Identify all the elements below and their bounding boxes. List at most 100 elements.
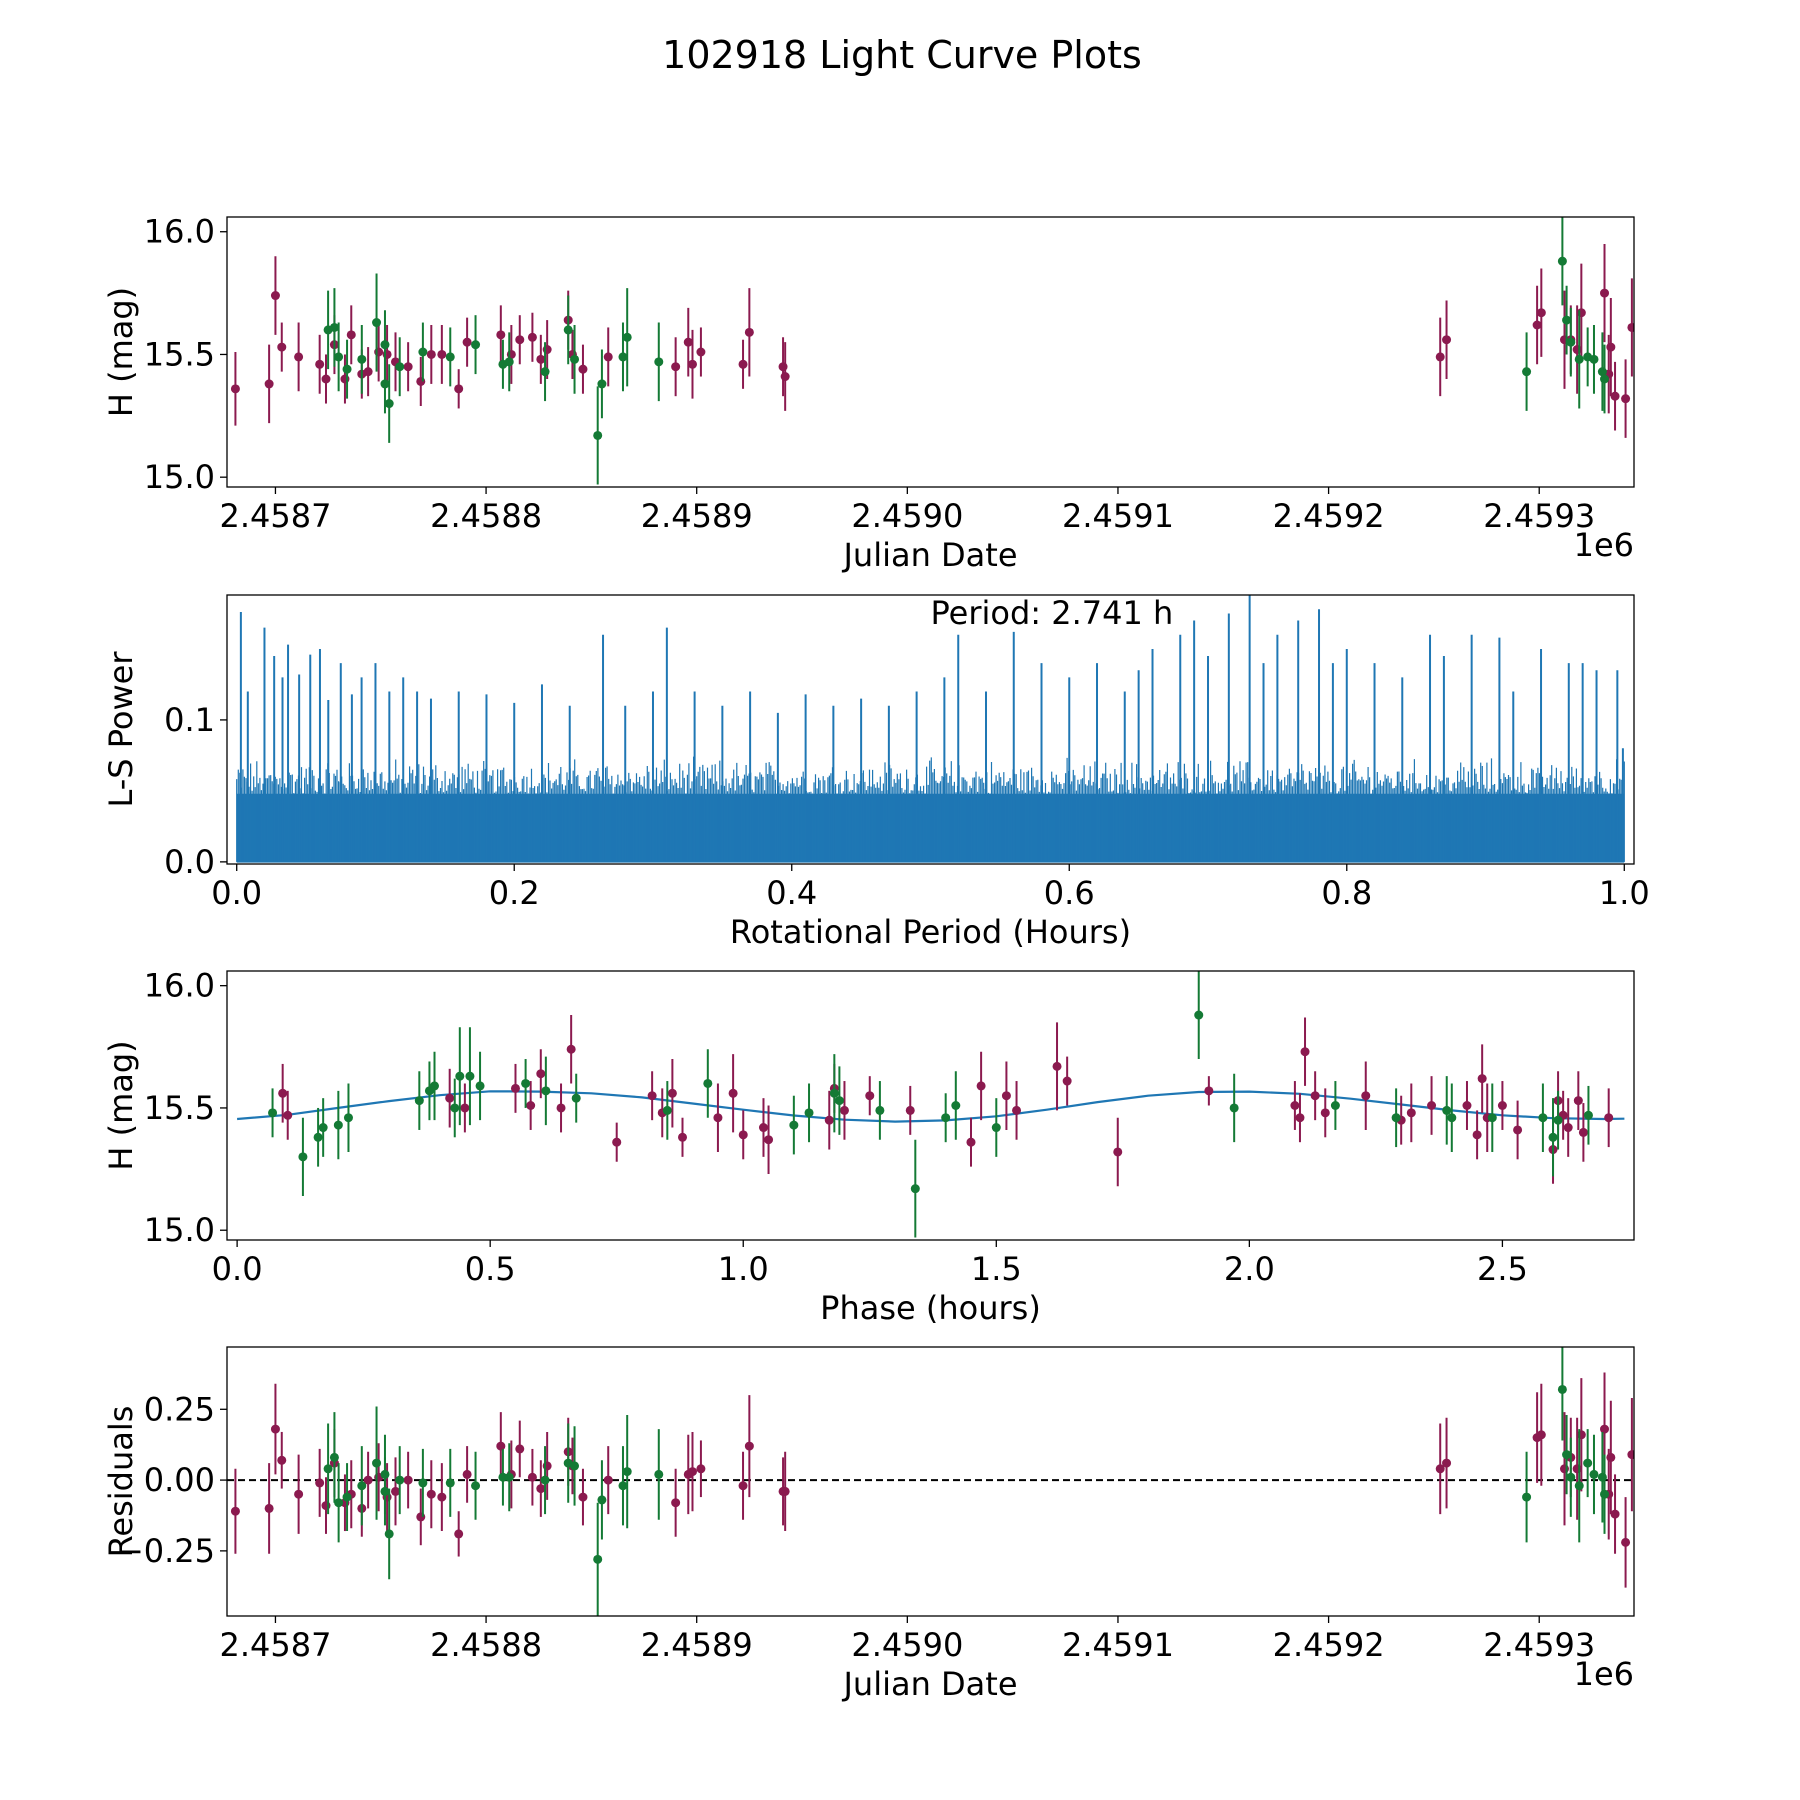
x-tick-label: 2.4590 — [851, 497, 963, 535]
data-point — [780, 1486, 790, 1496]
data-point — [391, 1486, 401, 1496]
data-point — [1442, 335, 1452, 345]
data-point — [618, 352, 628, 362]
x-tick-label: 2.0 — [1224, 1250, 1275, 1288]
data-point — [571, 1093, 581, 1103]
data-point — [1290, 1101, 1300, 1110]
x-tick-label: 2.4592 — [1273, 1626, 1385, 1664]
data-point — [1532, 320, 1542, 330]
data-point — [278, 1088, 288, 1098]
data-point — [744, 327, 754, 337]
plot-area — [230, 217, 1634, 485]
x-tick-label: 2.4589 — [641, 1626, 753, 1664]
data-point — [1583, 1458, 1593, 1468]
data-point — [1559, 1464, 1569, 1474]
axis-offset-label: 1e6 — [1574, 1655, 1634, 1693]
data-point — [1487, 1113, 1497, 1123]
data-point — [1477, 1074, 1487, 1084]
data-point — [475, 1081, 485, 1091]
data-point — [526, 1101, 536, 1110]
data-point — [662, 1105, 672, 1115]
data-point — [527, 332, 537, 342]
x-tick-label: 2.4593 — [1483, 497, 1595, 535]
data-point — [321, 374, 331, 384]
data-point — [1600, 288, 1610, 298]
data-point — [230, 1506, 240, 1516]
data-point — [521, 1078, 531, 1088]
data-point — [1001, 1091, 1011, 1101]
data-point — [384, 1529, 394, 1539]
data-point — [1627, 1450, 1634, 1460]
series-g — [323, 1347, 1610, 1616]
x-axis-label: Julian Date — [841, 536, 1017, 574]
data-point — [510, 1083, 520, 1093]
plot-area — [237, 971, 1625, 1238]
data-point — [744, 1441, 754, 1451]
data-point — [496, 1441, 506, 1451]
y-tick-label: 16.0 — [144, 213, 215, 251]
data-point — [1576, 308, 1586, 318]
data-point — [654, 357, 664, 367]
data-point — [1572, 345, 1582, 355]
data-point — [667, 1088, 677, 1098]
data-point — [414, 1096, 424, 1106]
data-point — [1310, 1091, 1320, 1101]
axes-frame — [226, 594, 1635, 865]
data-point — [445, 1478, 455, 1488]
data-point — [277, 1455, 287, 1465]
data-point — [270, 1424, 280, 1434]
data-point — [540, 1475, 550, 1485]
data-point — [504, 357, 514, 367]
data-point — [437, 1492, 447, 1502]
data-point — [1621, 1537, 1631, 1547]
data-point — [1600, 374, 1610, 384]
data-point — [471, 340, 481, 350]
data-point — [1295, 1113, 1305, 1123]
data-point — [618, 1481, 628, 1491]
x-tick-label: 1.0 — [718, 1250, 769, 1288]
data-point — [462, 337, 472, 347]
data-point — [578, 1492, 588, 1502]
data-point — [622, 1467, 632, 1477]
data-point — [1562, 315, 1572, 325]
data-point — [738, 1130, 748, 1140]
series-g — [268, 971, 1593, 1238]
data-point — [1578, 1127, 1588, 1137]
data-point — [416, 376, 426, 386]
data-point — [603, 352, 613, 362]
axes-frame — [226, 1346, 1635, 1617]
data-point — [445, 352, 455, 362]
data-point — [593, 430, 603, 440]
x-tick-label: 2.4587 — [219, 1626, 331, 1664]
data-point — [315, 1478, 325, 1488]
data-point — [1300, 1047, 1310, 1057]
series-g — [323, 217, 1610, 485]
data-point — [1610, 391, 1620, 401]
data-point — [778, 362, 788, 372]
axis-offset-label: 1e6 — [1574, 526, 1634, 564]
data-point — [1406, 1108, 1416, 1118]
y-tick-label: 15.5 — [144, 1089, 215, 1127]
plot-area — [236, 595, 1625, 863]
data-point — [1062, 1076, 1072, 1086]
data-point — [1573, 1096, 1583, 1106]
data-point — [678, 1132, 688, 1142]
data-point — [696, 347, 706, 357]
data-point — [875, 1105, 885, 1115]
data-point — [829, 1088, 839, 1098]
data-point — [597, 379, 607, 389]
data-point — [334, 352, 344, 362]
data-point — [342, 364, 352, 374]
data-point — [426, 1489, 436, 1499]
data-point — [343, 1113, 353, 1123]
plot-area — [227, 1347, 1634, 1616]
periodogram-panel: 0.0 0.2 0.4 0.6 0.8 1.0 0.0 0.1 Rotational Perio… — [102, 594, 1650, 951]
data-point — [1012, 1105, 1022, 1115]
data-point — [1229, 1103, 1239, 1113]
data-point — [329, 1452, 339, 1462]
data-point — [1604, 1113, 1614, 1123]
data-point — [374, 347, 384, 357]
data-point — [321, 1501, 331, 1511]
data-point — [687, 359, 697, 369]
data-point — [1600, 1489, 1610, 1499]
